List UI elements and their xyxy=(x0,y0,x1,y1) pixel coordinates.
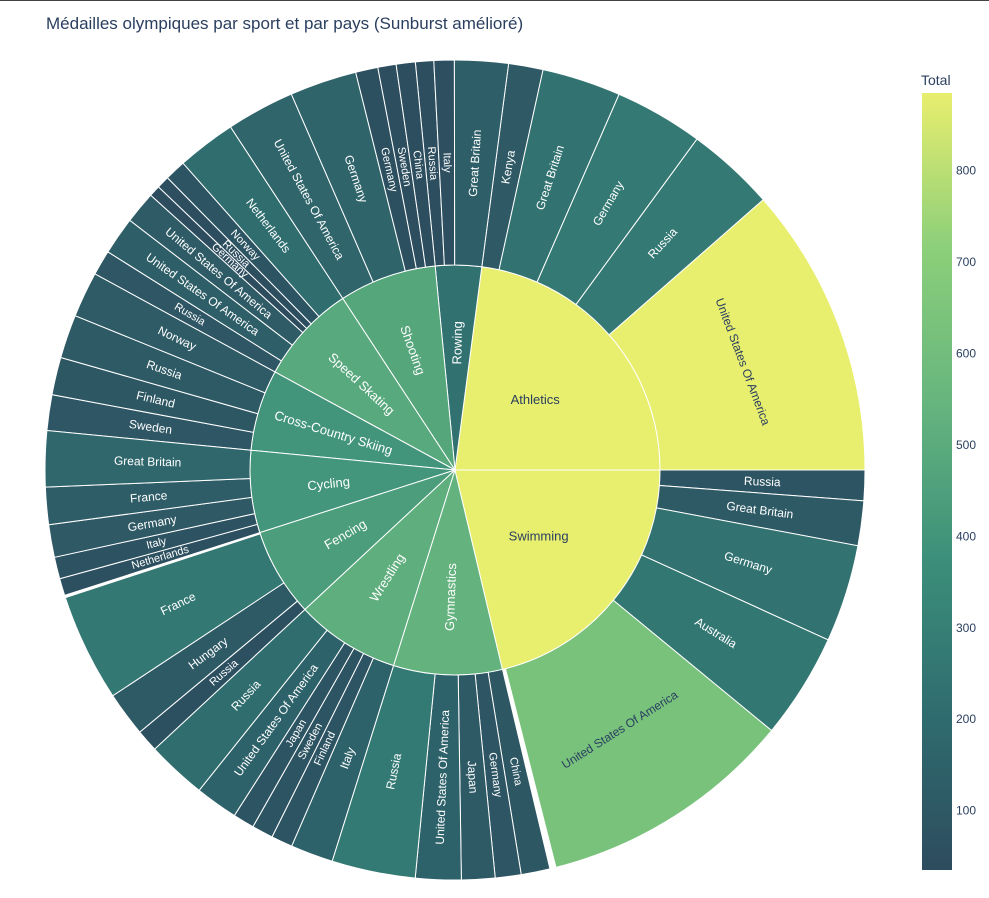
colorbar-tick: 100 xyxy=(956,804,976,818)
label-swimming-russia: Russia xyxy=(744,474,782,489)
colorbar-tick: 800 xyxy=(956,164,976,178)
colorbar-tick: 500 xyxy=(956,438,976,452)
sector-shooting-china[interactable] xyxy=(395,61,436,268)
label-rowing-russia: Russia xyxy=(425,146,440,181)
label-cycling-italy: Italy xyxy=(145,535,168,552)
colorbar-tick: 700 xyxy=(956,255,976,269)
label-sport-swimming: Swimming xyxy=(509,529,569,544)
sector-gymnastics-russia[interactable] xyxy=(331,664,436,879)
label-cross-country-skiing-sweden: Sweden xyxy=(128,417,173,437)
sector-fencing-france[interactable] xyxy=(64,533,285,697)
label-sport-cycling: Cycling xyxy=(307,474,351,493)
colorbar-tick: 300 xyxy=(956,621,976,635)
sector-swimming-united-states-of-america[interactable] xyxy=(504,599,773,868)
label-gymnastics-china: China xyxy=(507,756,525,787)
top-border xyxy=(0,0,989,1)
colorbar-tick: 600 xyxy=(956,347,976,361)
sector-rowing-great-britain[interactable] xyxy=(453,59,510,268)
sector-athletics-united-states-of-america[interactable] xyxy=(608,199,866,471)
sector-cross-country-skiing-norway[interactable] xyxy=(74,273,276,394)
label-sport-athletics: Athletics xyxy=(511,392,561,407)
label-rowing-great-britain: Great Britain xyxy=(466,129,484,197)
label-sport-rowing: Rowing xyxy=(449,321,465,365)
colorbar-tick: 200 xyxy=(956,712,976,726)
label-gymnastics-germany: Germany xyxy=(486,752,504,799)
label-shooting-china: China xyxy=(410,150,425,181)
chart-title: Médailles olympiques par sport et par pa… xyxy=(46,14,524,33)
label-gymnastics-japan: Japan xyxy=(465,760,481,793)
colorbar: Total 100 200 300 400 500 600 700 800 xyxy=(921,72,976,870)
sector-cycling-great-britain[interactable] xyxy=(44,429,252,488)
colorbar-gradient xyxy=(922,93,952,870)
sector-wrestling-russia[interactable] xyxy=(154,608,328,792)
label-athletics-kenya: Kenya xyxy=(498,149,518,185)
sector-speed-skating-netherlands[interactable] xyxy=(182,126,344,318)
label-cycling-france: France xyxy=(129,488,168,505)
colorbar-tick: 400 xyxy=(956,529,976,543)
colorbar-title: Total xyxy=(921,72,951,88)
label-sport-gymnastics: Gymnastics xyxy=(442,562,459,631)
label-gymnastics-united-states-of-america: United States Of America xyxy=(433,709,453,845)
label-rowing-italy: Italy xyxy=(441,152,454,173)
label-cycling-great-britain: Great Britain xyxy=(114,454,182,470)
